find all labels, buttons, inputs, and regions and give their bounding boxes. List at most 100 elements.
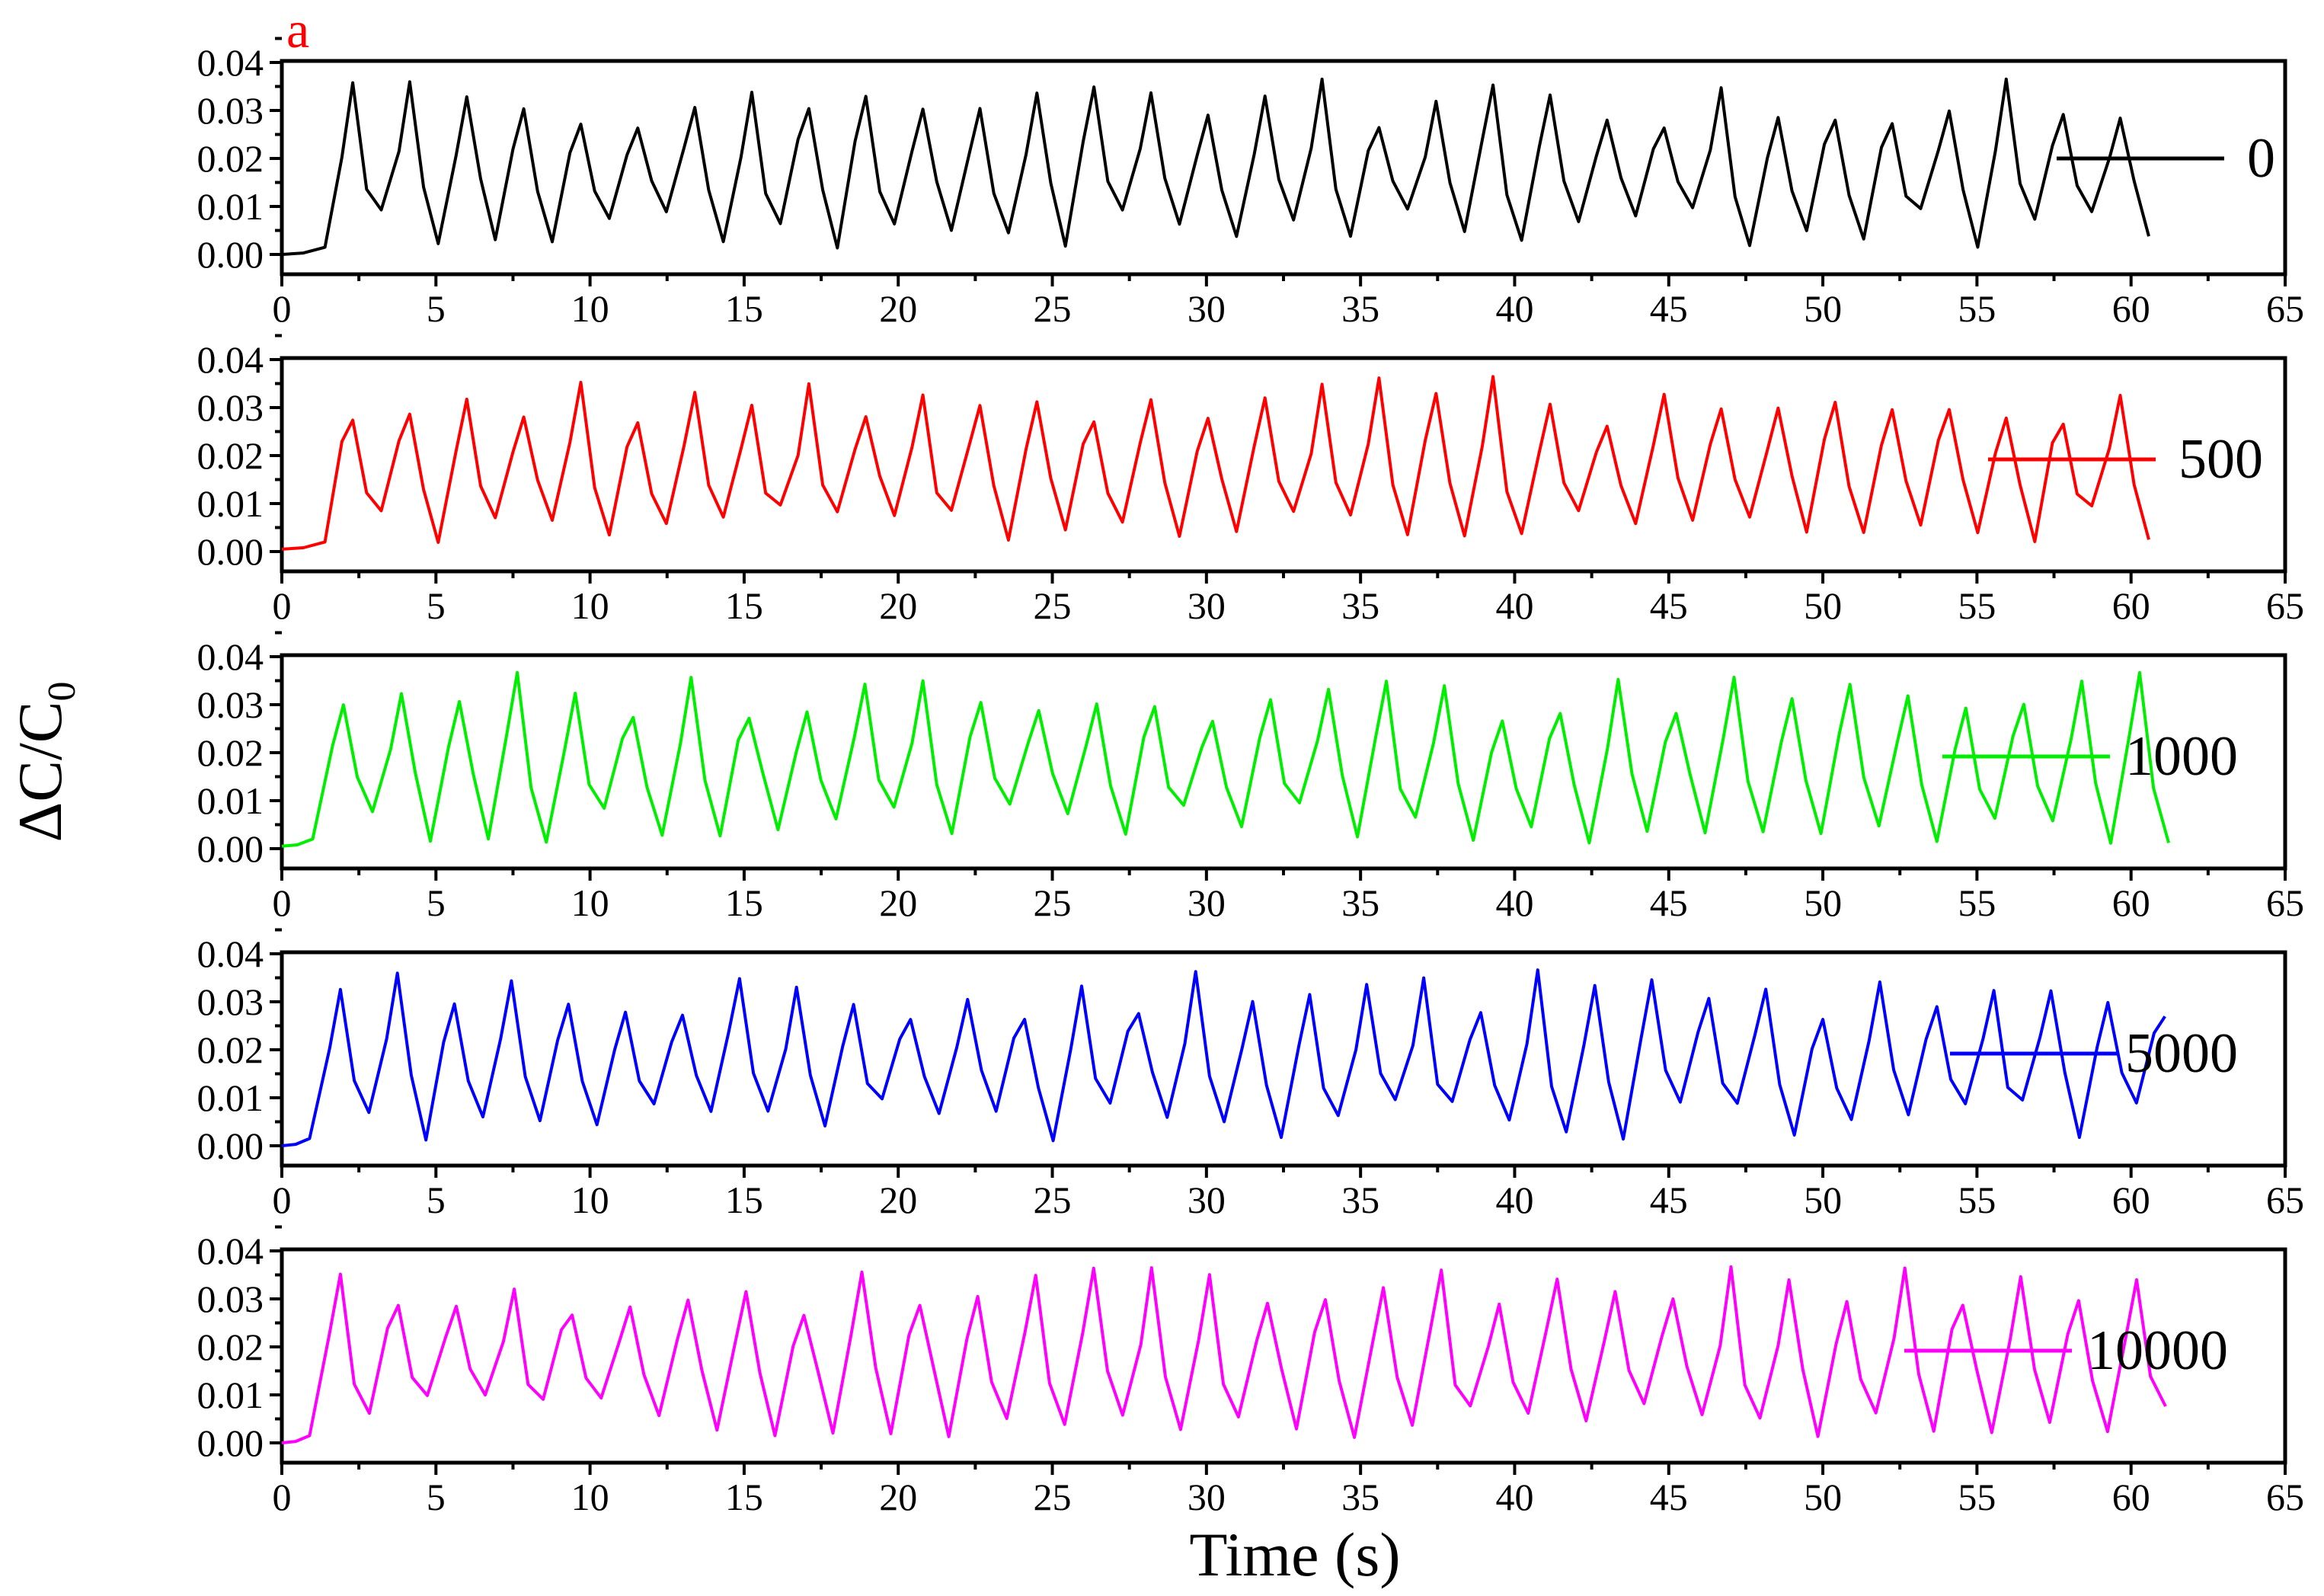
series-line-10000	[281, 1265, 2167, 1444]
x-tick-label: 5	[427, 584, 446, 627]
y-tick-label: 0.03	[197, 386, 264, 429]
y-tick-label: 0.04	[197, 41, 264, 84]
y-tick-label: 0.00	[197, 1422, 264, 1464]
x-tick-label: 25	[1034, 287, 1072, 330]
x-tick-label: 60	[2112, 1179, 2150, 1221]
x-tick-label: 30	[1188, 881, 1226, 924]
x-tick-label: 40	[1495, 287, 1533, 330]
x-tick-label: 60	[2112, 584, 2150, 627]
plot-frame	[280, 59, 2287, 277]
y-axis-title-subscript: 0	[40, 682, 84, 702]
y-tick-label: 0.00	[197, 827, 264, 870]
x-tick-label: 65	[2266, 1179, 2304, 1221]
x-tick-label: 30	[1188, 1179, 1226, 1221]
x-tick-label: 15	[725, 584, 763, 627]
x-tick-label: 5	[427, 881, 446, 924]
y-tick-label: 0.00	[197, 1124, 264, 1167]
panel-10000: 0.00 0.01 0.02 0.03 0.04 0 5 10 15 20 25 30 35 40 45 50…	[197, 1225, 2304, 1518]
x-tick-label: 45	[1650, 1476, 1688, 1518]
y-tick-label: 0.02	[197, 1028, 264, 1071]
y-tick-label: 0.01	[197, 1374, 264, 1416]
y-tick-label: 0.04	[197, 932, 264, 975]
x-tick-label: 25	[1034, 881, 1072, 924]
x-tick-label: 45	[1650, 881, 1688, 924]
x-tick-label: 50	[1804, 287, 1842, 330]
x-axis-title: Time (s)	[1189, 1520, 1400, 1589]
x-tick-label: 50	[1804, 881, 1842, 924]
panel-1000: 0.00 0.01 0.02 0.03 0.04 0 5 10 15 20 25 30 35 40 45 50…	[197, 631, 2304, 924]
x-tick-label: 25	[1034, 584, 1072, 627]
panel-5000: 0.00 0.01 0.02 0.03 0.04 0 5 10 15 20 25 30 35 40 45 50…	[197, 928, 2304, 1221]
x-tick-label: 0	[273, 881, 292, 924]
series-line-1000	[281, 670, 2171, 848]
series-line-5000	[281, 968, 2166, 1147]
x-tick-label: 5	[427, 1179, 446, 1221]
x-tick-label: 15	[725, 1179, 763, 1221]
y-tick-label: 0.02	[197, 731, 264, 774]
x-tick-label: 60	[2112, 287, 2150, 330]
x-tick-label: 20	[879, 1476, 917, 1518]
x-tick-label: 30	[1188, 584, 1226, 627]
x-tick-label: 30	[1188, 1476, 1226, 1518]
x-tick-label: 45	[1650, 1179, 1688, 1221]
x-tick-label: 10	[571, 287, 609, 330]
x-tick-label: 0	[273, 584, 292, 627]
panel-500: 0.00 0.01 0.02 0.03 0.04 0 5 10 15 20 25 30 35 40 45 50…	[197, 334, 2304, 627]
y-tick-label: 0.00	[197, 530, 264, 573]
x-tick-label: 10	[571, 1179, 609, 1221]
x-tick-label: 0	[273, 1179, 292, 1221]
series-line-500	[281, 375, 2150, 551]
x-tick-label: 0	[273, 287, 292, 330]
x-tick-label: 10	[571, 881, 609, 924]
x-tick-label: 20	[879, 287, 917, 330]
x-tick-label: 55	[1958, 881, 1996, 924]
x-tick-label: 35	[1341, 1179, 1379, 1221]
x-tick-label: 50	[1804, 584, 1842, 627]
y-tick-label: 0.01	[197, 779, 264, 822]
x-tick-label: 20	[879, 584, 917, 627]
x-tick-label: 10	[571, 584, 609, 627]
series-line-0	[281, 77, 2150, 256]
x-tick-label: 0	[273, 1476, 292, 1518]
legend-label-5000: 5000	[2125, 1022, 2238, 1085]
y-axis-title: ΔC/C0	[5, 682, 84, 843]
y-tick-label: 0.03	[197, 1278, 264, 1320]
x-tick-label: 5	[427, 1476, 446, 1518]
x-tick-label: 45	[1650, 584, 1688, 627]
y-tick-label: 0.02	[197, 137, 264, 180]
x-tick-label: 35	[1341, 287, 1379, 330]
y-tick-label: 0.01	[197, 185, 264, 228]
plot-frame	[280, 653, 2287, 871]
x-tick-label: 45	[1650, 287, 1688, 330]
x-tick-label: 35	[1341, 1476, 1379, 1518]
y-tick-label: 0.01	[197, 482, 264, 525]
x-tick-label: 65	[2266, 1476, 2304, 1518]
x-tick-label: 40	[1495, 1476, 1533, 1518]
legend-label-10000: 10000	[2087, 1319, 2228, 1382]
x-tick-label: 55	[1958, 584, 1996, 627]
x-tick-label: 25	[1034, 1476, 1072, 1518]
panel-label: a	[286, 1, 309, 59]
x-tick-label: 40	[1495, 1179, 1533, 1221]
x-tick-label: 20	[879, 881, 917, 924]
y-tick-label: 0.01	[197, 1076, 264, 1119]
x-tick-label: 10	[571, 1476, 609, 1518]
x-tick-label: 60	[2112, 1476, 2150, 1518]
x-tick-label: 60	[2112, 881, 2150, 924]
x-tick-label: 25	[1034, 1179, 1072, 1221]
y-tick-label: 0.03	[197, 683, 264, 726]
x-tick-label: 15	[725, 881, 763, 924]
x-tick-label: 35	[1341, 584, 1379, 627]
x-tick-label: 15	[725, 1476, 763, 1518]
x-tick-label: 55	[1958, 287, 1996, 330]
x-tick-label: 20	[879, 1179, 917, 1221]
y-tick-label: 0.04	[197, 338, 264, 381]
x-tick-label: 5	[427, 287, 446, 330]
panels: 0.000.010.020.030.040 5 10 15 20 25 30 35 40 45 50…	[197, 37, 2304, 1518]
x-tick-label: 55	[1958, 1179, 1996, 1221]
x-tick-label: 65	[2266, 881, 2304, 924]
y-tick-label: 0.03	[197, 89, 264, 132]
x-tick-label: 50	[1804, 1179, 1842, 1221]
y-axis-title-main: ΔC/C	[5, 702, 75, 843]
